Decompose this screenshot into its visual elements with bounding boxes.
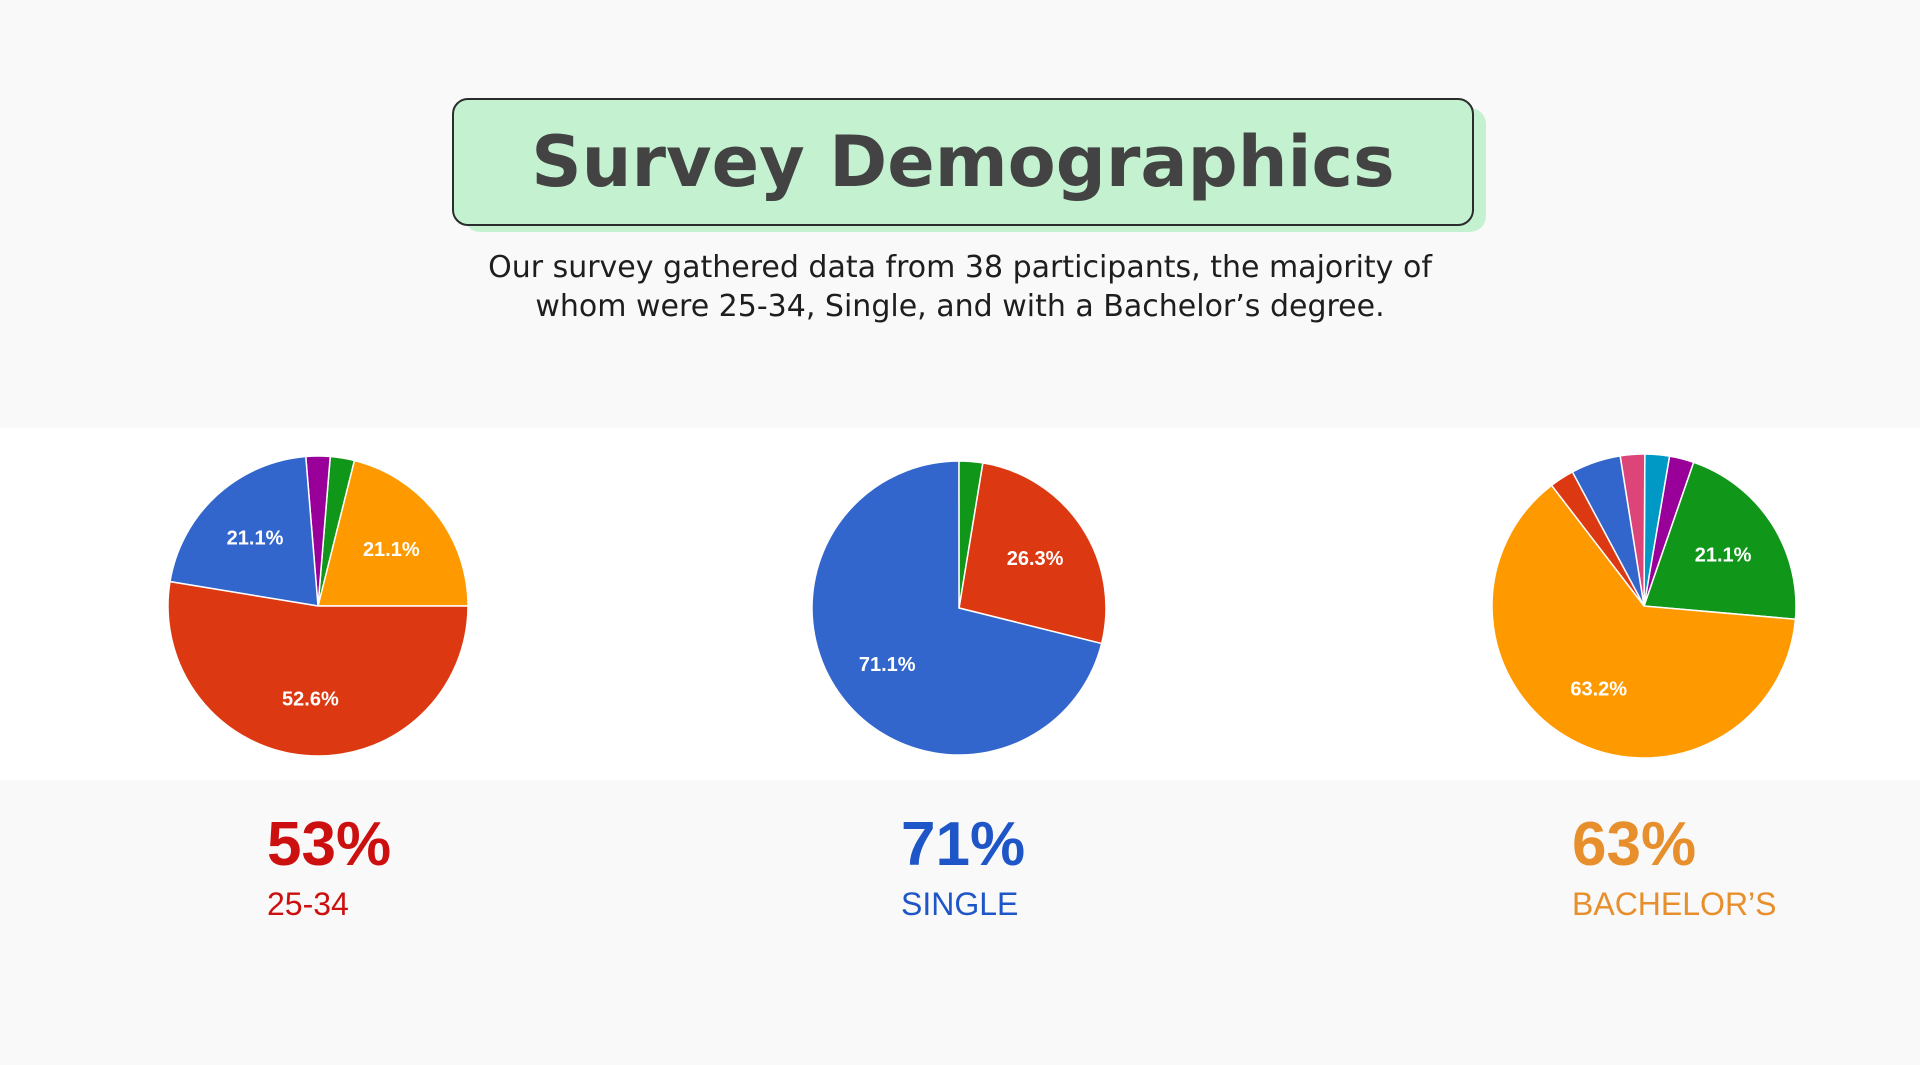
title-card: Survey Demographics — [452, 98, 1486, 232]
education-stat-value: 63% — [1572, 810, 1697, 879]
age-pie-slice — [317, 459, 469, 607]
survey-description: Our survey gathered data from 38 partici… — [360, 248, 1560, 326]
age-slice-label: 21.1% — [227, 528, 284, 550]
age-pie-slice — [167, 580, 469, 757]
age-stat-label: 25-34 — [267, 886, 349, 922]
education-pie-slice — [1642, 461, 1797, 621]
description-line-2: whom were 25-34, Single, and with a Bach… — [535, 289, 1385, 324]
title-box: Survey Demographics — [452, 98, 1474, 226]
description-line-1: Our survey gathered data from 38 partici… — [488, 250, 1432, 285]
marital-status-slice-label: 71.1% — [859, 654, 916, 676]
age-slice-label: 52.6% — [282, 689, 339, 711]
age-pie-chart: 21.1% 21.1% 52.6% — [167, 455, 469, 757]
education-pie-chart: 21.1% 63.2% — [1491, 453, 1797, 759]
age-slice-label: 21.1% — [363, 539, 420, 561]
education-slice-label: 63.2% — [1570, 679, 1627, 701]
age-stat-value: 53% — [267, 810, 392, 879]
page-title: Survey Demographics — [531, 121, 1395, 203]
marital-status-pie-chart: 26.3% 71.1% — [811, 460, 1107, 756]
education-pie-slice — [1491, 484, 1797, 759]
education-stat-label: BACHELOR’S — [1572, 886, 1777, 922]
marital-status-slice-label: 26.3% — [1007, 548, 1064, 570]
age-pie-slice — [169, 455, 319, 607]
status-stat-label: SINGLE — [901, 886, 1019, 922]
education-slice-label: 21.1% — [1695, 545, 1752, 567]
status-stat-value: 71% — [901, 810, 1026, 879]
marital-status-pie-slice — [958, 462, 1107, 645]
marital-status-pie-slice — [811, 460, 1103, 756]
